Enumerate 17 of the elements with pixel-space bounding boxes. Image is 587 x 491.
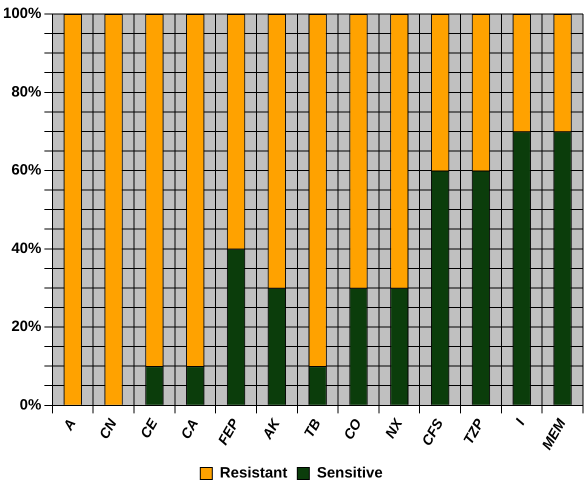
y-tick-label: 40%: [11, 240, 42, 257]
x-tick-label: AK: [258, 415, 284, 442]
y-tick-label: 20%: [11, 318, 42, 336]
y-tick-label: 0%: [20, 396, 42, 414]
y-tick-label: 60%: [11, 162, 42, 179]
legend-label: Resistant: [220, 464, 288, 482]
legend-label: Sensitive: [316, 464, 383, 482]
x-tick-label: TB: [300, 416, 324, 440]
x-tick-label: A: [59, 416, 79, 434]
y-tick-label: 100%: [2, 5, 42, 22]
x-tick-label: CA: [177, 416, 202, 442]
x-tick-label: I: [512, 414, 528, 428]
x-tick-label: NX: [382, 414, 406, 441]
x-tick-label: CO: [340, 416, 364, 442]
x-tick-label: CN: [96, 415, 120, 442]
x-tick-label: CE: [136, 415, 161, 441]
y-tick-label: 80%: [11, 83, 42, 100]
